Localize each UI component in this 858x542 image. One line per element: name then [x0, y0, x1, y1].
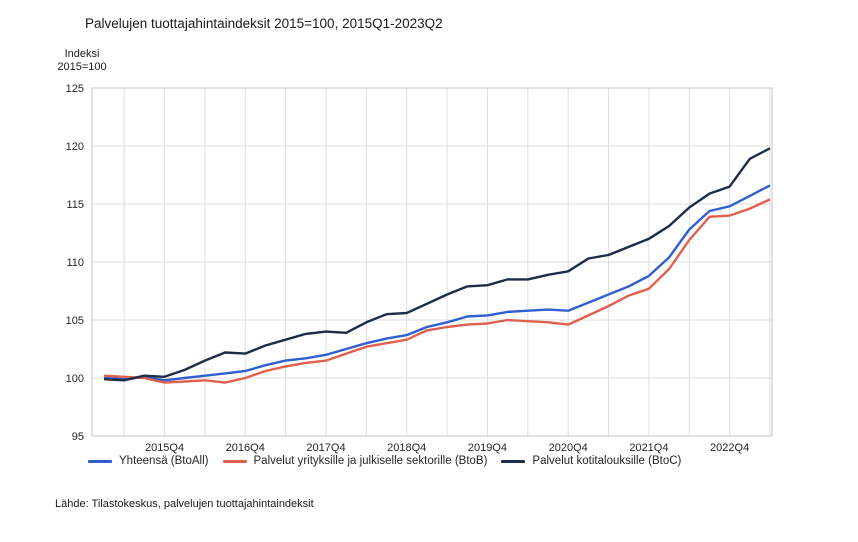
x-tick-label: 2022Q4 [710, 442, 749, 454]
y-tick-label: 125 [66, 83, 84, 95]
x-tick-label: 2016Q4 [226, 442, 265, 454]
legend-item: Palvelut kotitalouksille (BtoC) [501, 455, 681, 467]
x-tick-label: 2018Q4 [387, 442, 426, 454]
y-axis-unit-label: Indeksi 2015=100 [44, 48, 120, 74]
source-note: Lähde: Tilastokeskus, palvelujen tuottaj… [55, 498, 314, 510]
x-tick-label: 2017Q4 [306, 442, 345, 454]
series-line-btoall [103, 184, 771, 382]
chart-legend: Yhteensä (BtoAll) Palvelut yrityksille ja… [88, 455, 681, 467]
legend-label: Palvelut kotitalouksille (BtoC) [532, 455, 682, 467]
x-tick-label: 2020Q4 [549, 442, 588, 454]
x-tick-label: 2015Q4 [145, 442, 184, 454]
series-line-btoc [103, 147, 771, 382]
legend-dash-icon [88, 459, 112, 463]
legend-item: Yhteensä (BtoAll) [88, 455, 209, 467]
legend-label: Yhteensä (BtoAll) [119, 455, 209, 467]
legend-dash-icon [501, 459, 526, 463]
y-tick-label: 115 [66, 199, 84, 211]
legend-dash-icon [222, 459, 247, 463]
y-tick-label: 110 [66, 257, 84, 269]
chart-title: Palvelujen tuottajahintaindeksit 2015=10… [85, 16, 443, 31]
y-tick-label: 95 [72, 431, 84, 443]
plot-border [91, 87, 773, 437]
x-tick-label: 2019Q4 [468, 442, 507, 454]
y-tick-label: 100 [66, 373, 84, 385]
y-axis-unit-line2: 2015=100 [57, 61, 107, 73]
legend-label: Palvelut yrityksille ja julkiselle sekto… [253, 455, 488, 467]
y-tick-label: 105 [66, 315, 84, 327]
x-tick-label: 2021Q4 [629, 442, 668, 454]
series-line-btob [103, 198, 771, 384]
y-axis-unit-line1: Indeksi [64, 48, 100, 60]
y-tick-label: 120 [66, 141, 84, 153]
legend-item: Palvelut yrityksille ja julkiselle sekto… [222, 455, 488, 467]
